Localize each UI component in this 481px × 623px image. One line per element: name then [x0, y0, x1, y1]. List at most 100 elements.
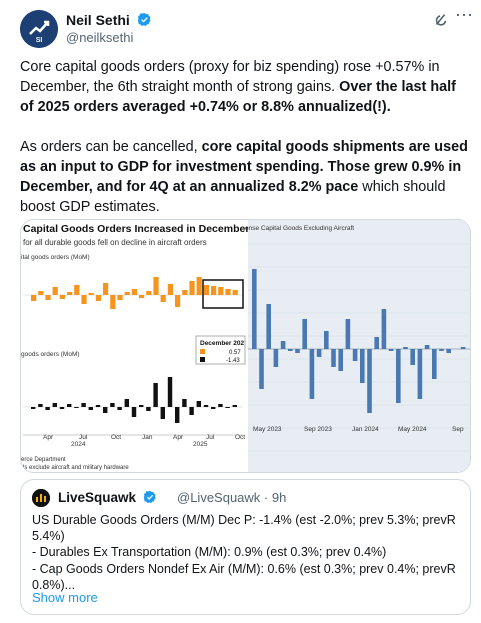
- left-bottom-bar: [67, 404, 72, 407]
- right-bar: [259, 349, 264, 389]
- more-options-icon[interactable]: ⋯: [455, 5, 473, 25]
- left-bottom-bar: [117, 407, 122, 410]
- author-avatar[interactable]: SI: [20, 10, 58, 48]
- tweet-media[interactable]: Capital Goods Orders Increased in Decemb…: [20, 219, 471, 473]
- left-bottom-bar: [45, 407, 50, 410]
- left-top-bar: [232, 290, 238, 295]
- left-legend-swatch-black: [200, 357, 205, 362]
- left-top-bar: [160, 295, 166, 302]
- right-bar: [388, 349, 394, 351]
- left-top-bar: [211, 286, 217, 295]
- left-top-bar: [182, 290, 188, 295]
- quoted-name-row[interactable]: LiveSquawk: [58, 490, 157, 505]
- right-bar: [266, 304, 271, 349]
- left-bottom-bar: [153, 383, 158, 407]
- left-top-bar: [52, 287, 58, 295]
- left-bottom-bar: [203, 405, 209, 407]
- left-bottom-bar: [196, 401, 202, 407]
- left-top-bar: [103, 283, 109, 295]
- paragraph-1-text: Core capital goods orders (proxy for biz…: [20, 59, 440, 95]
- right-bar: [295, 349, 300, 353]
- left-chart-title: Capital Goods Orders Increased in Decemb…: [23, 223, 249, 235]
- left-bottom-bar: [52, 403, 58, 407]
- right-bar: [439, 349, 444, 351]
- right-x-tick: Sep 2023: [304, 426, 332, 433]
- quoted-line: US Durable Goods Orders (M/M) Dec P: -1.…: [32, 513, 456, 527]
- grok-icon[interactable]: [432, 11, 450, 29]
- left-bottom-bar: [232, 405, 238, 407]
- author-name-row[interactable]: Neil Sethi: [66, 12, 152, 28]
- right-bar: [396, 349, 401, 403]
- left-chart-image[interactable]: Capital Goods Orders Increased in Decemb…: [21, 220, 249, 473]
- right-chart-image[interactable]: ense Capital Goods Excluding Aircraft Ma…: [245, 220, 471, 473]
- left-x-ticks: Apr Jul Oct Jan Apr Jul Oct: [43, 434, 245, 441]
- left-year-1: 2024: [71, 441, 86, 448]
- right-bar: [403, 347, 408, 349]
- left-bottom-bar: [189, 407, 194, 415]
- left-top-bar: [189, 281, 195, 295]
- left-top-bar: [196, 277, 202, 295]
- left-bottom-bar: [95, 405, 101, 407]
- left-x-tick: Jul: [206, 434, 215, 441]
- right-bar: [410, 349, 415, 365]
- left-source-1: erce Department: [21, 457, 66, 463]
- right-bar: [331, 349, 336, 367]
- left-chart-subtitle: for all durable goods fell on decline in…: [23, 238, 207, 247]
- left-top-bar: [110, 295, 116, 309]
- right-bar: [446, 349, 451, 353]
- verified-badge-icon: [137, 12, 151, 27]
- quoted-text: US Durable Goods Orders (M/M) Dec P: -1.…: [32, 512, 464, 593]
- left-bottom-bar: [182, 399, 187, 407]
- left-x-tick: Apr: [43, 434, 54, 441]
- right-x-ticks: May 2023 Sep 2023 Jan 2024 May 2024 Sep: [253, 426, 464, 433]
- left-bottom-bar: [175, 407, 180, 423]
- right-bar: [316, 349, 322, 357]
- left-source-2: ds exclude aircraft and military hardwar…: [21, 465, 129, 471]
- left-bottom-bar: [74, 407, 79, 408]
- left-highlight-box: [202, 279, 244, 309]
- left-top-bar: [218, 287, 224, 295]
- left-bottom-bar: [211, 407, 216, 409]
- left-x-tick: Apr: [173, 434, 184, 441]
- author-handle[interactable]: @neilksethi: [66, 30, 134, 45]
- left-bottom-bar: [160, 407, 166, 419]
- quoted-tweet[interactable]: LiveSquawk @LiveSquawk · 9h US Durable G…: [20, 479, 471, 615]
- left-top-bar: [67, 292, 73, 295]
- right-x-tick: May 2023: [253, 426, 282, 433]
- right-x-tick: Sep: [452, 426, 464, 433]
- right-bar: [288, 349, 293, 351]
- left-top-bar: [31, 295, 37, 301]
- left-top-bar: [124, 292, 130, 295]
- tweet-paragraph-1: Core capital goods orders (proxy for biz…: [20, 57, 470, 117]
- right-bar: [367, 349, 372, 413]
- left-top-bar: [81, 295, 87, 304]
- left-bottom-bar: [124, 399, 130, 407]
- right-bar: [273, 349, 279, 367]
- svg-text:SI: SI: [36, 37, 43, 44]
- quoted-handle-time[interactable]: @LiveSquawk · 9h: [177, 490, 287, 505]
- right-x-tick: May 2024: [398, 426, 427, 433]
- paragraph-2-text-a: As orders can be cancelled,: [20, 139, 202, 155]
- quoted-name[interactable]: LiveSquawk: [58, 490, 137, 505]
- left-top-bar: [88, 293, 94, 295]
- right-bar: [460, 347, 466, 349]
- right-bar: [424, 345, 430, 349]
- author-name[interactable]: Neil Sethi: [66, 12, 130, 28]
- left-top-bar: [45, 295, 51, 300]
- right-bar: [381, 309, 387, 349]
- left-bottom-bar: [59, 407, 65, 409]
- show-more-link[interactable]: Show more: [32, 590, 98, 605]
- left-bottom-bar: [31, 407, 36, 409]
- left-bottom-bar: [139, 405, 144, 407]
- tweet-paragraph-2: As orders can be cancelled, core capital…: [20, 137, 470, 217]
- left-bottom-bar: [218, 404, 223, 407]
- left-bottom-bar: [38, 404, 43, 407]
- quoted-line: - Durables Ex Transportation (M/M): 0.9%…: [32, 545, 387, 560]
- left-bottom-bars: [23, 377, 243, 423]
- quoted-line: 5.4%): [32, 529, 65, 544]
- quoted-avatar[interactable]: [32, 489, 50, 507]
- left-bottom-bar: [81, 403, 86, 407]
- left-x-tick: Jan: [142, 434, 153, 441]
- left-legend-value-2: -1.43: [226, 358, 240, 364]
- paragraph-2-text-c: which should boost GDP estimates.: [20, 179, 446, 215]
